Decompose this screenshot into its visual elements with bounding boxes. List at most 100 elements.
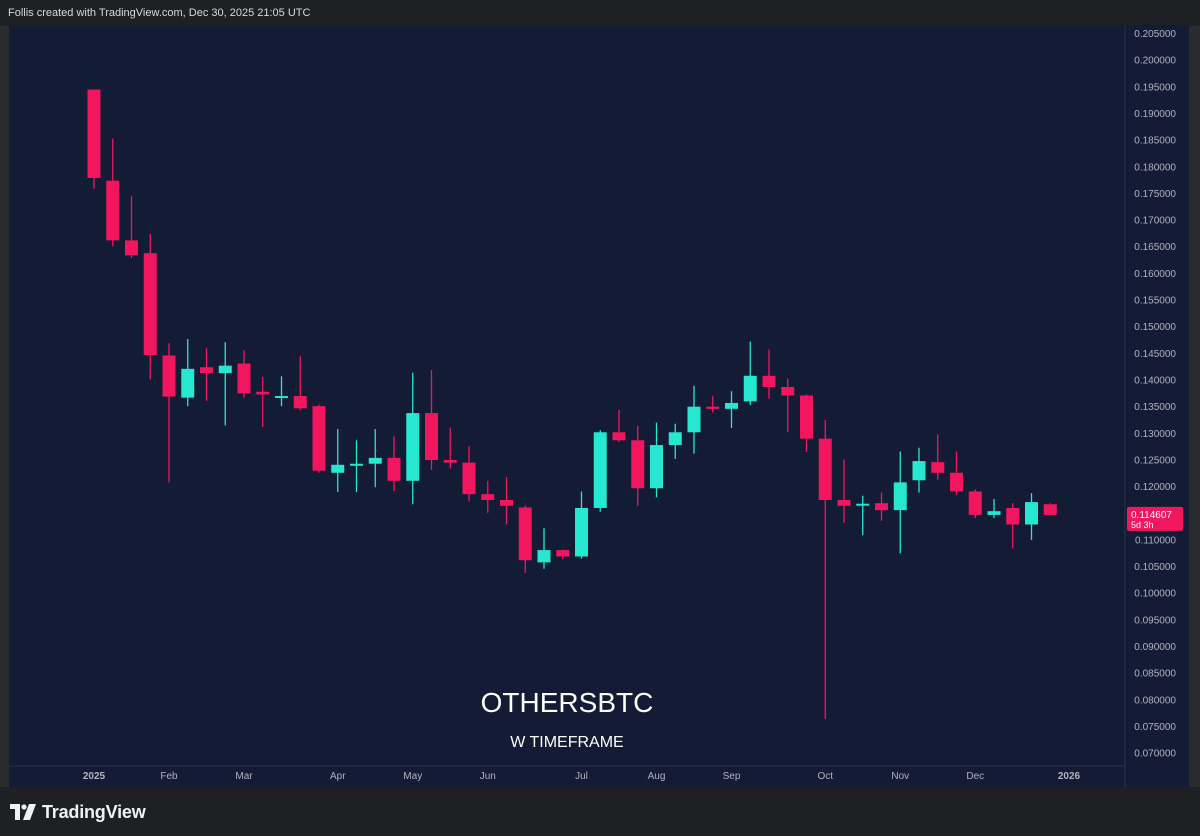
candle-body <box>293 396 307 409</box>
candle-body <box>275 396 288 399</box>
candle-body <box>968 491 982 515</box>
candle <box>143 233 157 380</box>
candles <box>87 89 1057 720</box>
x-tick-label: Oct <box>817 771 833 782</box>
y-tick-label: 0.175000 <box>1134 189 1176 200</box>
candle <box>462 446 476 502</box>
candle <box>443 427 457 469</box>
x-tick-label: 2026 <box>1058 771 1081 782</box>
y-tick-label: 0.130000 <box>1134 429 1176 440</box>
x-tick-label: Nov <box>891 771 909 782</box>
candle-body <box>631 440 645 489</box>
candle <box>781 378 795 433</box>
candle-body <box>687 406 701 433</box>
candle <box>912 447 926 493</box>
y-tick-label: 0.180000 <box>1134 162 1176 173</box>
candle <box>818 420 832 720</box>
candle <box>706 396 720 413</box>
candle-body <box>331 464 345 473</box>
candle-body <box>875 503 888 511</box>
candle <box>668 423 682 459</box>
candle <box>125 196 138 258</box>
candle-body <box>1025 502 1038 525</box>
candle-body <box>125 240 138 256</box>
y-tick-label: 0.165000 <box>1134 242 1176 253</box>
x-tick-label: Jun <box>480 771 496 782</box>
y-tick-label: 0.070000 <box>1134 749 1176 760</box>
candle-body <box>406 413 420 481</box>
time-axis[interactable]: 2025 Feb Mar Apr May Jun Jul Aug Sep Oct Nov Dec 202… <box>83 771 1081 782</box>
candle <box>350 440 363 492</box>
candle <box>275 376 288 407</box>
candle-body <box>781 386 795 396</box>
candle-body <box>893 482 907 511</box>
chart-panel[interactable]: 0.205000 0.200000 0.195000 0.190000 0.185000… <box>9 25 1189 787</box>
candle <box>612 409 626 442</box>
candle <box>218 342 232 426</box>
candle-body <box>800 395 813 439</box>
candle <box>687 385 701 454</box>
candle <box>87 89 101 189</box>
brand-name: TradingView <box>42 801 146 822</box>
candle-body <box>200 367 213 374</box>
tradingview-logo-icon <box>10 804 36 820</box>
candle <box>293 356 307 411</box>
y-tick-label: 0.080000 <box>1134 695 1176 706</box>
candle-body <box>950 472 963 492</box>
chart-caption: Follis created with TradingView.com, Dec… <box>8 7 311 19</box>
candle <box>837 459 851 523</box>
candle-body <box>350 463 363 466</box>
y-tick-label: 0.120000 <box>1134 482 1176 493</box>
tradingview-brand[interactable]: TradingView <box>10 801 146 823</box>
candle-body <box>106 180 120 241</box>
y-tick-label: 0.205000 <box>1134 29 1176 40</box>
candle <box>931 434 945 480</box>
candle-body <box>537 550 551 563</box>
candle <box>387 436 401 491</box>
candle <box>237 350 251 398</box>
y-tick-label: 0.090000 <box>1134 642 1176 653</box>
candle <box>856 495 870 536</box>
candle <box>312 404 326 473</box>
y-tick-label: 0.190000 <box>1134 109 1176 120</box>
candle <box>256 376 270 427</box>
y-tick-label: 0.075000 <box>1134 722 1176 733</box>
candle <box>518 505 532 574</box>
candle-body <box>931 462 945 473</box>
candle-body <box>462 462 476 495</box>
y-tick-label: 0.200000 <box>1134 56 1176 67</box>
header-bar: Follis created with TradingView.com, Dec… <box>0 0 1200 26</box>
candle <box>331 429 345 492</box>
y-tick-label: 0.155000 <box>1134 296 1176 307</box>
candle-body <box>1043 504 1057 515</box>
candle-body <box>612 432 626 441</box>
candlestick-chart[interactable]: 0.205000 0.200000 0.195000 0.190000 0.185000… <box>9 25 1189 787</box>
y-tick-label: 0.195000 <box>1134 82 1176 93</box>
candle-body <box>668 432 682 446</box>
x-tick-label: Sep <box>723 771 741 782</box>
y-tick-label: 0.095000 <box>1134 615 1176 626</box>
candle-body <box>706 406 720 409</box>
candle-body <box>837 499 851 506</box>
candle-body <box>256 391 270 395</box>
y-tick-label: 0.145000 <box>1134 349 1176 360</box>
candle <box>537 528 551 569</box>
candle-body <box>556 550 570 557</box>
candle-body <box>143 253 157 355</box>
candle <box>875 492 888 521</box>
candle-body <box>481 494 495 500</box>
x-tick-label: Feb <box>160 771 178 782</box>
candle-body <box>387 457 401 481</box>
candle-body <box>500 499 513 506</box>
candle <box>650 422 663 498</box>
candle-body <box>593 432 607 508</box>
candle-body <box>987 511 1001 515</box>
candle <box>575 491 588 559</box>
candle <box>556 549 570 560</box>
candle <box>481 480 495 513</box>
price-axis[interactable]: 0.205000 0.200000 0.195000 0.190000 0.185000… <box>1134 29 1176 760</box>
candle-body <box>1006 507 1020 525</box>
candle-body <box>181 368 195 398</box>
y-tick-label: 0.110000 <box>1135 535 1176 546</box>
y-tick-label: 0.085000 <box>1134 669 1176 680</box>
